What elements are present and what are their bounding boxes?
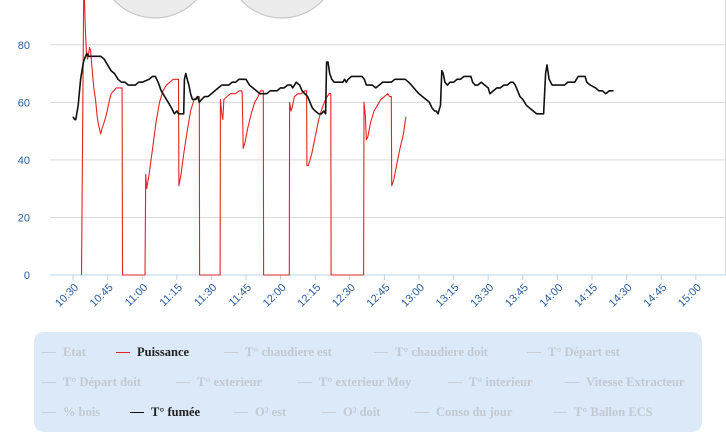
legend-swatch [565, 381, 579, 383]
y-tick-label: 40 [18, 155, 30, 167]
legend-label: T° Départ est [548, 344, 620, 359]
y-tick-label: 0 [24, 270, 30, 282]
x-tick-label: 11:45 [227, 282, 254, 309]
grid-lines [50, 0, 726, 276]
series-line-t-fum-e [72, 52, 614, 121]
x-tick-label: 14:45 [641, 282, 669, 310]
x-tick-label: 13:00 [399, 282, 427, 310]
legend-item[interactable]: % bois [42, 403, 100, 421]
legend-swatch [224, 351, 238, 353]
legend-label: % bois [63, 404, 101, 419]
legend-swatch [527, 351, 541, 353]
legend-row: T° Départ doit T° exterieur T° exterieur M… [34, 373, 702, 391]
x-tick-label: 11:15 [158, 282, 185, 309]
series-lines [72, 0, 614, 276]
legend-item[interactable]: O² doit [322, 403, 380, 421]
y-axis: 0 20 40 60 80 [18, 40, 30, 282]
legend-swatch [448, 381, 462, 383]
legend-label: T° exterieur [197, 374, 263, 389]
legend-item[interactable]: Etat [42, 343, 86, 361]
x-tick-label: 12:30 [330, 282, 358, 310]
legend: Etat Puissance T° chaudiere est T° chaudier… [34, 332, 702, 432]
x-tick-label: 10:30 [53, 282, 81, 310]
legend-label: T° exterieur Moy [319, 374, 412, 389]
x-tick-label: 13:30 [468, 282, 496, 310]
legend-label: T° fumée [151, 404, 201, 419]
legend-label: T° chaudiere doit [395, 344, 488, 359]
legend-swatch [176, 381, 190, 383]
legend-swatch [130, 411, 144, 413]
legend-swatch [42, 351, 56, 353]
gauge-dial [113, 0, 197, 19]
legend-item[interactable]: T° fumée [130, 403, 200, 421]
legend-label: O² est [255, 404, 287, 419]
legend-label: Conso du jour [436, 404, 513, 419]
legend-swatch [42, 411, 56, 413]
legend-swatch [374, 351, 388, 353]
y-tick-label: 80 [18, 40, 30, 52]
legend-swatch [116, 351, 130, 353]
legend-swatch [415, 411, 429, 413]
x-tick-label: 13:15 [434, 282, 462, 310]
legend-item[interactable]: T° exterieur [176, 373, 262, 391]
legend-label: O² doit [343, 404, 381, 419]
legend-label: Puissance [137, 344, 190, 359]
x-tick-label: 12:45 [365, 282, 393, 310]
x-tick-label: 12:00 [261, 282, 289, 310]
x-tick-label: 15:00 [676, 282, 704, 310]
legend-swatch [298, 381, 312, 383]
legend-item[interactable]: T° Départ doit [42, 373, 141, 391]
legend-label: Vitesse Extracteur [586, 374, 685, 389]
x-tick-label: 14:30 [607, 282, 635, 310]
y-tick-label: 20 [18, 212, 30, 224]
x-axis: 10:30 10:45 11:00 11:15 11:30 11:45 12:00 12:15… [53, 275, 704, 310]
x-tick-label: 11:30 [192, 282, 219, 309]
legend-row: Etat Puissance T° chaudiere est T° chaudier… [34, 343, 702, 361]
legend-item[interactable]: O² est [234, 403, 286, 421]
legend-item[interactable]: Conso du jour [415, 403, 512, 421]
x-tick-label: 14:15 [572, 282, 600, 310]
x-tick-label: 12:15 [295, 282, 323, 310]
legend-item[interactable]: T° interieur [448, 373, 533, 391]
legend-swatch [553, 411, 567, 413]
legend-item[interactable]: Vitesse Extracteur [565, 373, 684, 391]
legend-swatch [234, 411, 248, 413]
legend-item[interactable]: T° chaudiere doit [374, 343, 488, 361]
legend-item[interactable]: Puissance [116, 343, 189, 361]
x-tick-label: 14:00 [538, 282, 566, 310]
legend-item[interactable]: T° Ballon ECS [553, 403, 653, 421]
legend-item[interactable]: T° Départ est [527, 343, 620, 361]
legend-label: T° Ballon ECS [574, 404, 653, 419]
legend-label: Etat [63, 344, 86, 359]
gauge-dials [113, 0, 324, 19]
legend-label: T° chaudiere est [245, 344, 332, 359]
x-tick-label: 11:00 [123, 282, 150, 309]
legend-label: T° interieur [469, 374, 533, 389]
legend-swatch [322, 411, 336, 413]
y-tick-label: 60 [18, 97, 30, 109]
x-tick-label: 13:45 [503, 282, 531, 310]
legend-item[interactable]: T° exterieur Moy [298, 373, 411, 391]
x-tick-label: 10:45 [88, 282, 116, 310]
legend-item[interactable]: T° chaudiere est [224, 343, 332, 361]
legend-row: % bois T° fumée O² est O² doit Conso du jour… [34, 403, 702, 421]
legend-label: T° Départ doit [63, 374, 141, 389]
gauge-dial [240, 0, 324, 19]
legend-swatch [42, 381, 56, 383]
series-line-puissance [80, 0, 407, 276]
chart-area: 0 20 40 60 80 10:30 10:45 11:00 11:15 11:30 11:45… [18, 0, 726, 310]
